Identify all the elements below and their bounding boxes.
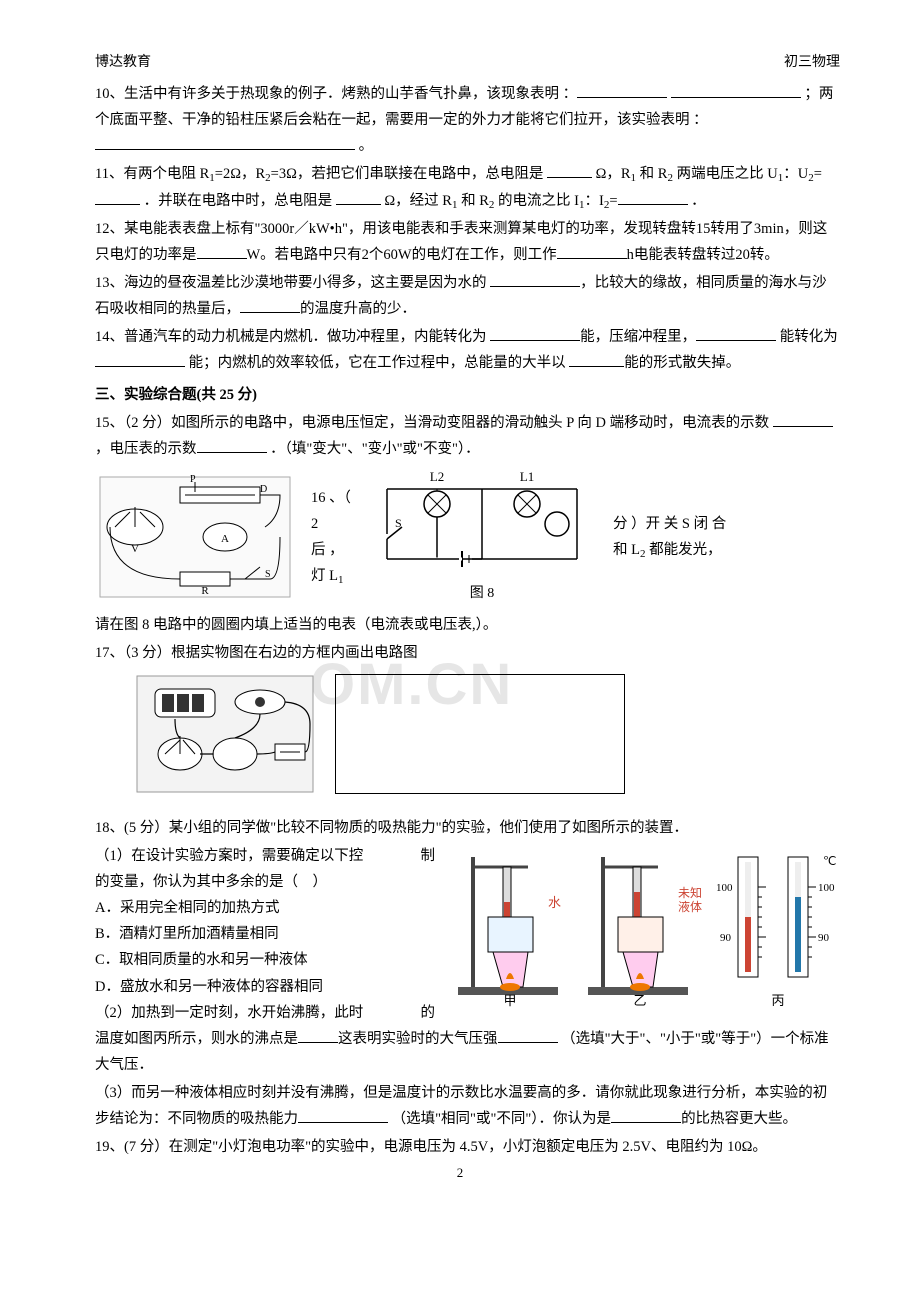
svg-text:乙: 乙 [633,993,646,1007]
q18-blank4[interactable] [611,1107,681,1123]
svg-text:V: V [131,543,139,555]
question-19: 19、(7 分）在测定"小灯泡电功率"的实验中，电源电压为 4.5V，小灯泡额定… [95,1134,840,1160]
q11-blank1[interactable] [547,163,592,179]
q15-blank2[interactable] [197,437,267,453]
svg-text:D: D [260,484,267,495]
question-14: 14、普通汽车的动力机械是内燃机．做功冲程里，内能转化为 能，压缩冲程里， 能转… [95,324,840,376]
q16-tail: 请在图 8 电路中的圆圈内填上适当的电表（电流表或电压表,）。 [95,612,840,638]
fig8-caption: 图 8 [367,581,597,606]
q18-part2-cont: 温度如图丙所示，则水的沸点是这表明实验时的大气压强 （选填"大于"、"小于"或"… [95,1026,840,1078]
question-12: 12、某电能表表盘上标有"3000r／kW•h"，用该电能表和手表来测算某电灯的… [95,216,840,268]
svg-text:丙: 丙 [771,993,784,1007]
svg-text:90: 90 [818,932,830,944]
svg-text:未知: 未知 [678,886,702,900]
q16-t5: 都能发光， [645,542,721,558]
q11-blank4[interactable] [618,189,688,205]
question-18: 水 甲 未知 液体 乙 100 90 [95,843,840,1026]
q18-figure: 水 甲 未知 液体 乙 100 90 [445,847,840,1016]
svg-text:L1: L1 [520,469,534,484]
q13-blank2[interactable] [240,297,300,313]
svg-text:液体: 液体 [678,899,702,914]
q14-blank2[interactable] [696,325,776,341]
q11-blank3[interactable] [336,189,381,205]
svg-text:P: P [190,474,196,485]
q14-blank3[interactable] [95,351,185,367]
header-left: 博达教育 [95,50,151,75]
q16-t4: 和 L [613,542,640,558]
q18-blank2[interactable] [498,1027,558,1043]
q18-intro: 18、(5 分）某小组的同学做"比较不同物质的吸热能力"的实验，他们使用了如图所… [95,815,840,841]
question-10: 10、生活中有许多关于热现象的例子．烤熟的山芋香气扑鼻，该现象表明 ： ；两个底… [95,81,840,159]
q12-blank2[interactable] [557,243,627,259]
question-17: 17、（3 分）根据实物图在右边的方框内画出电路图 [95,640,840,666]
q10-text1: 10、生活中有许多关于热现象的例子．烤熟的山芋香气扑鼻，该现象表明 ： [95,86,577,102]
svg-text:A: A [221,533,229,545]
q17-drawing-box[interactable] [335,674,625,794]
q14-blank1[interactable] [490,325,580,341]
svg-text:℃: ℃ [823,854,836,868]
q18-blank1[interactable] [298,1027,338,1043]
svg-text:S: S [265,569,271,580]
svg-text:L2: L2 [430,469,444,484]
q15-q16-figure-row: V P D A R S 16 、（ 2后 ，灯 L1 [95,469,840,606]
q10-blank2[interactable] [671,82,801,98]
question-11: 11、有两个电阻 R1=2Ω，R2=3Ω，若把它们串联接在电路中，总电阻是 Ω，… [95,161,840,213]
page-number: 2 [457,1161,464,1184]
q15-blank1[interactable] [773,411,833,427]
fig8-circuit: S L2 L1 [367,469,597,606]
svg-text:R: R [201,585,209,597]
q15-circuit-figure: V P D A R S [95,472,295,602]
svg-text:100: 100 [716,882,733,894]
section-3-title: 三、实验综合题(共 25 分) [95,382,840,408]
q16-t2: 分 ）开 关 S 闭 合 [613,516,726,532]
q10-blank1[interactable] [577,82,667,98]
svg-text:S: S [395,516,402,530]
q10-text3: 。 [355,138,373,154]
svg-text:水: 水 [548,895,561,910]
q18-part3: （3）而另一种液体相应时刻并没有沸腾，但是温度计的示数比水温要高的多．请你就此现… [95,1080,840,1132]
q10-blank3[interactable] [95,134,355,150]
q13-blank1[interactable] [490,271,580,287]
header-right: 初三物理 [784,50,840,75]
q14-blank4[interactable] [569,351,624,367]
svg-text:100: 100 [818,882,835,894]
question-13: 13、海边的昼夜温差比沙漠地带要小得多，这主要是因为水的 ，比较大的缘故，相同质… [95,270,840,322]
q17-physical-figure [135,674,315,803]
svg-text:90: 90 [720,932,732,944]
q12-blank1[interactable] [197,243,247,259]
q18-blank3[interactable] [298,1107,388,1123]
q16-t1: 16 、（ 2 [311,490,351,532]
q11-blank2[interactable] [95,189,140,205]
question-15: 15、（2 分）如图所示的电路中，电源电压恒定，当滑动变阻器的滑动触头 P 向 … [95,410,840,462]
svg-text:甲: 甲 [503,993,516,1007]
